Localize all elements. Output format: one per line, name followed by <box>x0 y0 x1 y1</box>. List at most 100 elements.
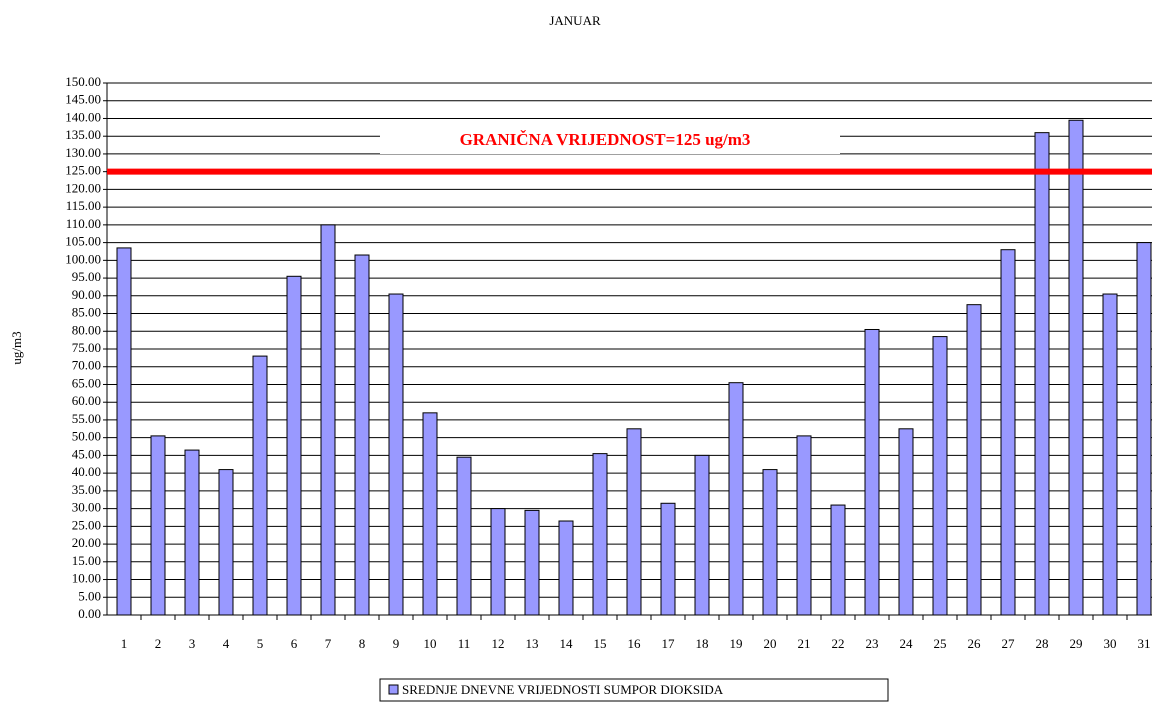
bar <box>796 435 812 616</box>
x-tick-label: 31 <box>1138 636 1151 651</box>
x-tick-label: 3 <box>189 636 196 651</box>
bar <box>524 509 540 616</box>
y-tick-label: 40.00 <box>72 464 101 479</box>
y-tick-label: 0.00 <box>78 606 101 621</box>
bar <box>286 275 302 616</box>
x-tick-label: 25 <box>934 636 947 651</box>
x-tick-label: 26 <box>968 636 982 651</box>
y-tick-label: 100.00 <box>65 251 101 266</box>
bar <box>864 328 880 616</box>
bar <box>1000 249 1016 616</box>
x-tick-label: 28 <box>1036 636 1049 651</box>
x-tick-label: 24 <box>900 636 914 651</box>
x-tick-label: 19 <box>730 636 743 651</box>
legend-label: SREDNJE DNEVNE VRIJEDNOSTI SUMPOR DIOKSI… <box>402 682 724 697</box>
x-tick-label: 5 <box>257 636 264 651</box>
x-tick-label: 15 <box>594 636 607 651</box>
bar <box>626 428 642 616</box>
y-tick-label: 145.00 <box>65 92 101 107</box>
bar <box>966 304 982 616</box>
bar <box>558 520 574 616</box>
bar <box>116 247 132 616</box>
y-tick-label: 70.00 <box>72 358 101 373</box>
y-tick-label: 45.00 <box>72 446 101 461</box>
y-tick-label: 125.00 <box>65 163 101 178</box>
annotation-bg <box>380 128 840 154</box>
bar <box>150 435 166 616</box>
x-tick-label: 13 <box>526 636 539 651</box>
y-tick-label: 130.00 <box>65 145 101 160</box>
y-tick-label: 25.00 <box>72 517 101 532</box>
x-tick-label: 27 <box>1002 636 1016 651</box>
bar <box>354 254 370 616</box>
y-axis-label: ug/m3 <box>9 331 24 364</box>
bar <box>252 355 268 616</box>
bar <box>898 428 914 616</box>
bar <box>422 412 438 616</box>
bar <box>184 449 200 616</box>
y-tick-label: 140.00 <box>65 109 101 124</box>
bar <box>830 504 846 616</box>
bar <box>762 469 778 616</box>
x-tick-label: 8 <box>359 636 366 651</box>
x-tick-label: 16 <box>628 636 642 651</box>
y-tick-label: 35.00 <box>72 482 101 497</box>
bar <box>694 454 710 616</box>
y-tick-label: 110.00 <box>66 216 101 231</box>
bar <box>1068 119 1084 616</box>
y-tick-label: 65.00 <box>72 375 101 390</box>
y-tick-label: 105.00 <box>65 234 101 249</box>
legend-box <box>379 678 889 702</box>
bar <box>592 453 608 616</box>
x-tick-label: 30 <box>1104 636 1117 651</box>
bar <box>320 224 336 616</box>
y-tick-label: 60.00 <box>72 393 101 408</box>
y-tick-label: 85.00 <box>72 305 101 320</box>
bar <box>728 382 744 616</box>
y-tick-label: 80.00 <box>72 322 101 337</box>
x-tick-label: 21 <box>798 636 811 651</box>
bar <box>660 502 676 616</box>
x-tick-label: 12 <box>492 636 505 651</box>
x-tick-label: 1 <box>121 636 128 651</box>
x-tick-label: 14 <box>560 636 574 651</box>
y-tick-label: 10.00 <box>72 571 101 586</box>
y-tick-label: 30.00 <box>72 500 101 515</box>
x-tick-label: 10 <box>424 636 437 651</box>
chart-title: JANUAR <box>549 13 601 28</box>
x-tick-label: 7 <box>325 636 332 651</box>
y-tick-label: 135.00 <box>65 127 101 142</box>
legend-swatch <box>388 684 399 695</box>
y-tick-label: 120.00 <box>65 180 101 195</box>
x-tick-label: 11 <box>458 636 471 651</box>
y-tick-label: 15.00 <box>72 553 101 568</box>
bar <box>490 508 506 616</box>
bar <box>1102 293 1118 616</box>
y-tick-label: 50.00 <box>72 429 101 444</box>
bar <box>932 336 948 616</box>
x-tick-label: 18 <box>696 636 709 651</box>
x-tick-label: 20 <box>764 636 777 651</box>
bar <box>456 456 472 616</box>
bar <box>1034 132 1050 616</box>
threshold-label: GRANIČNA VRIJEDNOST=125 ug/m3 <box>460 130 751 149</box>
y-tick-label: 150.00 <box>65 74 101 89</box>
y-tick-label: 55.00 <box>72 411 101 426</box>
x-tick-label: 6 <box>291 636 298 651</box>
y-tick-label: 95.00 <box>72 269 101 284</box>
x-tick-label: 23 <box>866 636 879 651</box>
x-tick-label: 17 <box>662 636 676 651</box>
y-tick-label: 90.00 <box>72 287 101 302</box>
x-tick-label: 29 <box>1070 636 1083 651</box>
y-tick-label: 5.00 <box>78 588 101 603</box>
y-tick-label: 20.00 <box>72 535 101 550</box>
x-tick-label: 4 <box>223 636 230 651</box>
x-tick-label: 22 <box>832 636 845 651</box>
bar <box>218 469 234 616</box>
x-tick-label: 9 <box>393 636 400 651</box>
y-tick-label: 115.00 <box>66 198 101 213</box>
bar <box>388 293 404 616</box>
x-tick-label: 2 <box>155 636 162 651</box>
bar <box>1136 242 1152 616</box>
